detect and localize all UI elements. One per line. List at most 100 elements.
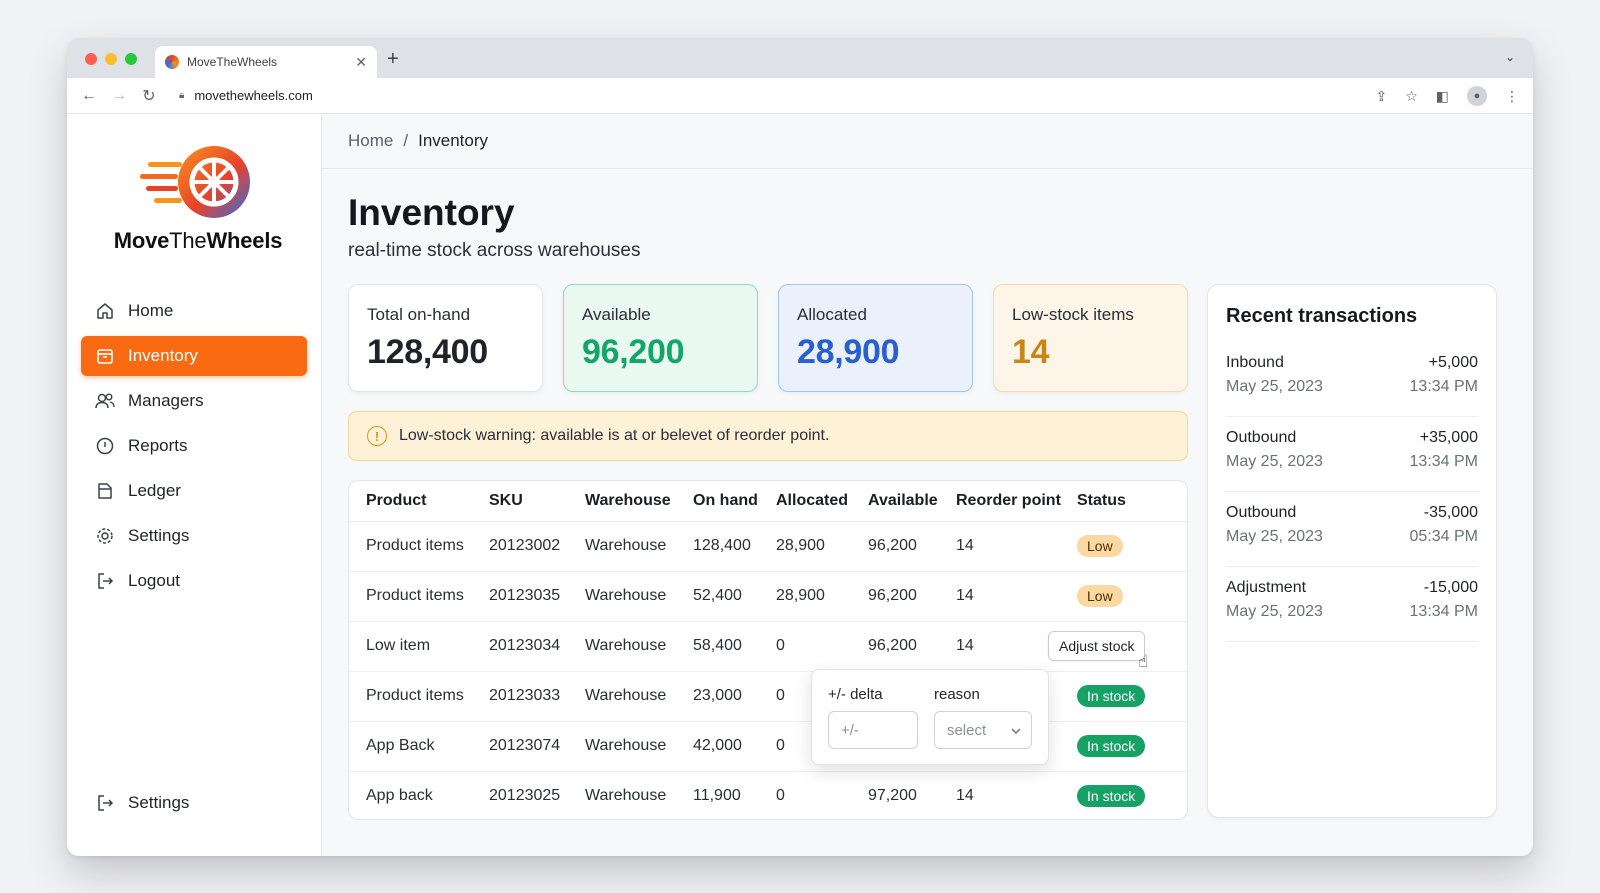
sidebar-bottom: Settings — [81, 783, 307, 828]
cell-reorder-point: 14 — [956, 571, 1077, 622]
reload-icon[interactable]: ↻ — [142, 87, 156, 105]
reason-select[interactable]: select — [933, 711, 1032, 749]
transaction-item[interactable]: Inbound +5,000 May 25, 2023 13:34 PM — [1226, 342, 1478, 417]
cell-product: App Back — [349, 721, 489, 772]
transaction-type: Inbound — [1226, 354, 1284, 371]
sidebar-item-label: Settings — [128, 793, 190, 812]
column-header[interactable]: Status — [1077, 481, 1187, 522]
transaction-item[interactable]: Adjustment -15,000 May 25, 2023 13:34 PM — [1226, 567, 1478, 642]
transaction-type: Outbound — [1226, 429, 1297, 446]
chevron-down-icon — [1011, 722, 1021, 739]
kpi-label: Low-stock items — [1012, 305, 1134, 324]
new-tab-button[interactable]: + — [387, 48, 399, 70]
transactions-title: Recent transactions — [1226, 305, 1418, 327]
transaction-item[interactable]: Outbound +35,000 May 25, 2023 13:34 PM — [1226, 417, 1478, 492]
sidebar: MoveTheWheels Home Inventory Managers — [67, 114, 322, 856]
minimize-window-button[interactable] — [105, 53, 117, 65]
sidebar-item-settings-bottom[interactable]: Settings — [81, 783, 307, 823]
brand-name-part-1: Move — [113, 228, 170, 253]
sidebar-item-label: Managers — [128, 391, 204, 410]
column-header[interactable]: Allocated — [776, 481, 868, 522]
sidebar-item-managers[interactable]: Managers — [81, 381, 307, 421]
cell-on-hand: 23,000 — [693, 671, 776, 722]
column-header[interactable]: Warehouse — [585, 481, 693, 522]
delta-input[interactable]: +/- — [828, 711, 918, 749]
kpi-allocated: Allocated 28,900 — [778, 284, 973, 392]
browser-menu-icon[interactable]: ⋮ — [1505, 87, 1519, 104]
sidebar-item-label: Inventory — [128, 346, 198, 365]
status-badge: Low — [1077, 535, 1123, 557]
sidebar-item-label: Reports — [128, 436, 188, 455]
home-icon — [94, 300, 116, 322]
profile-avatar-icon[interactable]: ● — [1467, 86, 1487, 106]
transaction-time: 13:34 PM — [1409, 603, 1478, 620]
adjust-stock-button[interactable]: Adjust stock ☝︎ — [1048, 631, 1148, 671]
tab-search-chevron-icon[interactable]: ⌄ — [1504, 50, 1515, 64]
cell-allocated: 0 — [776, 621, 868, 672]
column-header[interactable]: SKU — [489, 481, 585, 522]
window-controls — [85, 53, 137, 65]
address-bar: ← → ↻ 🔒︎ movethewheels.com ⇪ ☆ ◧ ● ⋮ — [67, 78, 1533, 114]
logout-icon — [94, 792, 116, 814]
cell-warehouse: Warehouse — [585, 621, 693, 672]
column-header[interactable]: Reorder point — [956, 481, 1077, 522]
sidebar-item-inventory[interactable]: Inventory — [81, 336, 307, 376]
cell-available: 96,200 — [868, 621, 956, 672]
table-row[interactable]: App back 20123025 Warehouse 11,900 0 97,… — [349, 771, 1187, 819]
column-header[interactable]: On hand — [693, 481, 776, 522]
cell-available: 96,200 — [868, 521, 956, 572]
folder-icon — [94, 480, 116, 502]
maximize-window-button[interactable] — [125, 53, 137, 65]
url-text: movethewheels.com — [194, 88, 313, 103]
kpi-value: 128,400 — [367, 333, 488, 371]
browser-tab[interactable]: MoveTheWheels ✕ — [155, 46, 377, 78]
reason-select-value: select — [946, 721, 987, 739]
sidebar-item-reports[interactable]: Reports — [81, 426, 307, 466]
transaction-item[interactable]: Outbound -35,000 May 25, 2023 05:34 PM — [1226, 492, 1478, 567]
table-row[interactable]: Low item 20123034 Warehouse 58,400 0 96,… — [349, 621, 1187, 672]
clock-icon — [94, 435, 116, 457]
back-icon[interactable]: ← — [81, 86, 97, 104]
side-panel-icon[interactable]: ◧ — [1435, 87, 1449, 104]
app-shell: MoveTheWheels Home Inventory Managers — [67, 114, 1533, 856]
bookmark-star-icon[interactable]: ☆ — [1405, 87, 1418, 104]
cell-allocated: 0 — [776, 787, 785, 805]
cell-sku: 20123025 — [489, 787, 561, 805]
adjust-stock-popover: +/- delta reason +/- select — [811, 669, 1049, 765]
cell-product: Product items — [349, 671, 489, 722]
brand-logo[interactable]: MoveTheWheels — [103, 142, 293, 254]
cell-reorder-point: 14 — [956, 787, 974, 805]
column-header[interactable]: Available — [868, 481, 956, 522]
forward-icon[interactable]: → — [111, 86, 127, 104]
reason-label: reason — [934, 686, 980, 703]
transaction-time: 13:34 PM — [1409, 453, 1478, 470]
inventory-table: Product SKU Warehouse On hand Allocated … — [348, 480, 1188, 820]
url-field[interactable]: 🔒︎ movethewheels.com — [179, 88, 313, 103]
cell-product: App back — [366, 787, 433, 805]
cell-product: Product items — [349, 571, 489, 622]
sidebar-item-logout[interactable]: Logout — [81, 561, 307, 601]
table-row[interactable]: Product items 20123035 Warehouse 52,400 … — [349, 571, 1187, 622]
sidebar-item-home[interactable]: Home — [81, 291, 307, 331]
browser-actions: ⇪ ☆ ◧ ● ⋮ — [1375, 86, 1519, 106]
breadcrumb-home-link[interactable]: Home — [348, 131, 394, 150]
close-window-button[interactable] — [85, 53, 97, 65]
cell-warehouse: Warehouse — [585, 721, 693, 772]
breadcrumb-current: Inventory — [418, 131, 489, 150]
table-row[interactable]: App Back 20123074 Warehouse 42,000 0 In … — [349, 721, 1187, 772]
close-tab-icon[interactable]: ✕ — [355, 53, 367, 70]
status-badge: In stock — [1077, 735, 1146, 757]
table-row[interactable]: Product items 20123002 Warehouse 128,400… — [349, 521, 1187, 572]
brand-name: MoveTheWheels — [103, 228, 293, 254]
sidebar-item-settings[interactable]: Settings — [81, 516, 307, 556]
cell-sku: 20123002 — [489, 521, 585, 572]
table-row[interactable]: Product items 20123033 Warehouse 23,000 … — [349, 671, 1187, 722]
tab-title: MoveTheWheels — [187, 55, 278, 69]
sidebar-item-ledger[interactable]: Ledger — [81, 471, 307, 511]
cell-on-hand: 42,000 — [693, 721, 776, 772]
users-icon — [94, 390, 116, 412]
recent-transactions-card: Recent transactions Inbound +5,000 May 25… — [1207, 284, 1497, 818]
column-header[interactable]: Product — [349, 481, 489, 522]
kpi-value: 14 — [1012, 333, 1050, 371]
share-icon[interactable]: ⇪ — [1375, 87, 1388, 104]
